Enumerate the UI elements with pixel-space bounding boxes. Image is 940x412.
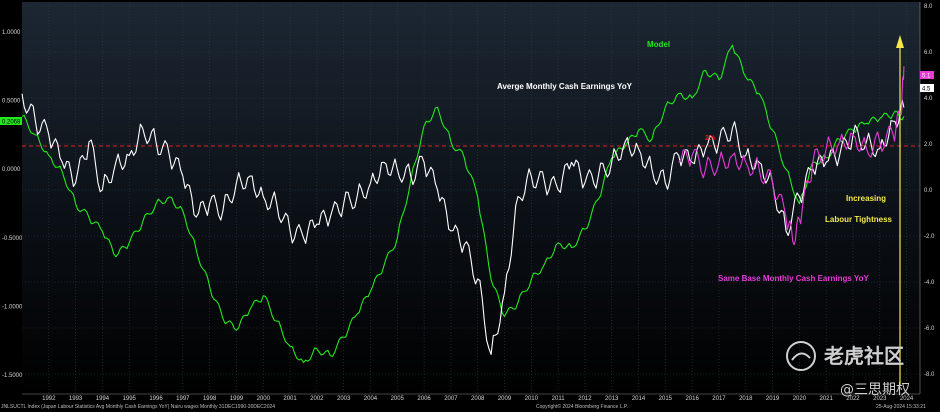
label-tightness: Labour Tightness xyxy=(825,215,893,224)
right-tick-label: 0.0 xyxy=(924,188,933,194)
x-tick-label: 2002 xyxy=(310,396,324,402)
right-tick-label: -6.0 xyxy=(924,326,935,332)
x-tick-label: 2006 xyxy=(417,396,431,402)
right-axis: 8.0 6.0 4.0 2.0 0.0 -2.0 -4.0 -6.0 -8.0 xyxy=(919,2,935,394)
right-flag-next: 4.5 xyxy=(920,84,934,93)
left-tick-label: 0.5000 xyxy=(2,99,21,105)
series-same-base xyxy=(678,66,905,246)
left-tick-label: -1.5000 xyxy=(2,373,23,379)
x-tick-label: 2010 xyxy=(525,396,539,402)
x-tick-label: 2013 xyxy=(605,396,619,402)
right-flag-top-value: 5.1 xyxy=(922,74,931,80)
right-flag-top: 5.1 xyxy=(920,71,934,80)
left-flag: 0.2068 xyxy=(0,117,22,126)
arrow-up-icon xyxy=(896,35,904,48)
x-tick-label: 2008 xyxy=(471,396,485,402)
x-tick-label: 2011 xyxy=(552,396,566,402)
x-tick-label: 1999 xyxy=(230,396,244,402)
x-tick-label: 1998 xyxy=(203,396,217,402)
footer-timestamp: 25-Aug-2024 15:33:21 xyxy=(876,404,926,410)
x-tick-label: 1995 xyxy=(123,396,137,402)
label-model: Model xyxy=(647,40,670,49)
x-tick-label: 2014 xyxy=(632,396,646,402)
x-tick-label: 2012 xyxy=(578,396,592,402)
x-tick-label: 2020 xyxy=(793,396,807,402)
x-tick-label: 2007 xyxy=(444,396,458,402)
x-tick-label: 1997 xyxy=(176,396,190,402)
right-tick-label: -4.0 xyxy=(924,280,935,286)
label-two-pct: 2% xyxy=(705,135,716,142)
x-tick-label: 2022 xyxy=(846,396,860,402)
series-earnings xyxy=(21,93,905,355)
series-model xyxy=(21,44,905,364)
right-flag-next-value: 4.5 xyxy=(922,87,931,93)
right-tick-label: -8.0 xyxy=(924,372,935,378)
watermark-name: 老虎社区 xyxy=(824,344,904,368)
x-tick-label: 1994 xyxy=(96,396,110,402)
x-tick-label: 1992 xyxy=(42,396,56,402)
left-flag-value: 0.2068 xyxy=(2,120,21,126)
footer-source: JNLSUCTL Index (Japan Labour Statistics … xyxy=(1,404,275,410)
left-axis: 1.0000 0.5000 0.0000 -0.5000 -1.0000 -1.5000 xyxy=(2,30,23,379)
x-tick-label: 1993 xyxy=(69,396,83,402)
right-tick-label: 8.0 xyxy=(924,4,933,10)
x-tick-label: 2005 xyxy=(391,396,405,402)
right-tick-label: 2.0 xyxy=(924,142,933,148)
left-tick-label: 1.0000 xyxy=(2,30,21,36)
tiger-logo-icon xyxy=(786,341,816,371)
plot-background xyxy=(22,2,920,394)
x-tick-label: 2001 xyxy=(283,396,297,402)
left-tick-label: -1.0000 xyxy=(2,304,23,310)
x-tick-label: 2016 xyxy=(685,396,699,402)
x-tick-label: 2021 xyxy=(819,396,833,402)
series-layer xyxy=(21,44,905,364)
x-tick-label: 2000 xyxy=(257,396,271,402)
x-tick-label: 1996 xyxy=(149,396,163,402)
x-tick-label: 2009 xyxy=(498,396,512,402)
right-tick-label: 6.0 xyxy=(924,50,933,56)
x-tick-label: 2024 xyxy=(900,396,914,402)
watermark: 老虎社区 @三思期权 xyxy=(786,341,910,398)
watermark-handle: @三思期权 xyxy=(840,382,910,398)
x-tick-label: 2003 xyxy=(337,396,351,402)
label-same-base: Same Base Monthly Cash Earnings YoY xyxy=(718,274,870,283)
x-axis: 1992 1993 1994 1995 1996 1997 1998 1999 2000 2001… xyxy=(22,393,920,402)
left-tick-label: -0.5000 xyxy=(2,236,23,242)
x-tick-label: 2017 xyxy=(712,396,726,402)
footer-copyright: Copyright© 2024 Bloomberg Finance L.P. xyxy=(536,403,628,410)
label-earnings: Averge Monthly Cash Earnings YoY xyxy=(497,82,633,91)
x-tick-label: 2004 xyxy=(364,396,378,402)
right-tick-label: 4.0 xyxy=(924,96,933,102)
right-tick-label: -2.0 xyxy=(924,234,935,240)
left-tick-label: 0.0000 xyxy=(2,167,21,173)
x-tick-label: 2023 xyxy=(873,396,887,402)
label-increasing: Increasing xyxy=(846,194,886,203)
x-tick-label: 2018 xyxy=(739,396,753,402)
x-tick-label: 2019 xyxy=(766,396,780,402)
x-tick-label: 2015 xyxy=(659,396,673,402)
